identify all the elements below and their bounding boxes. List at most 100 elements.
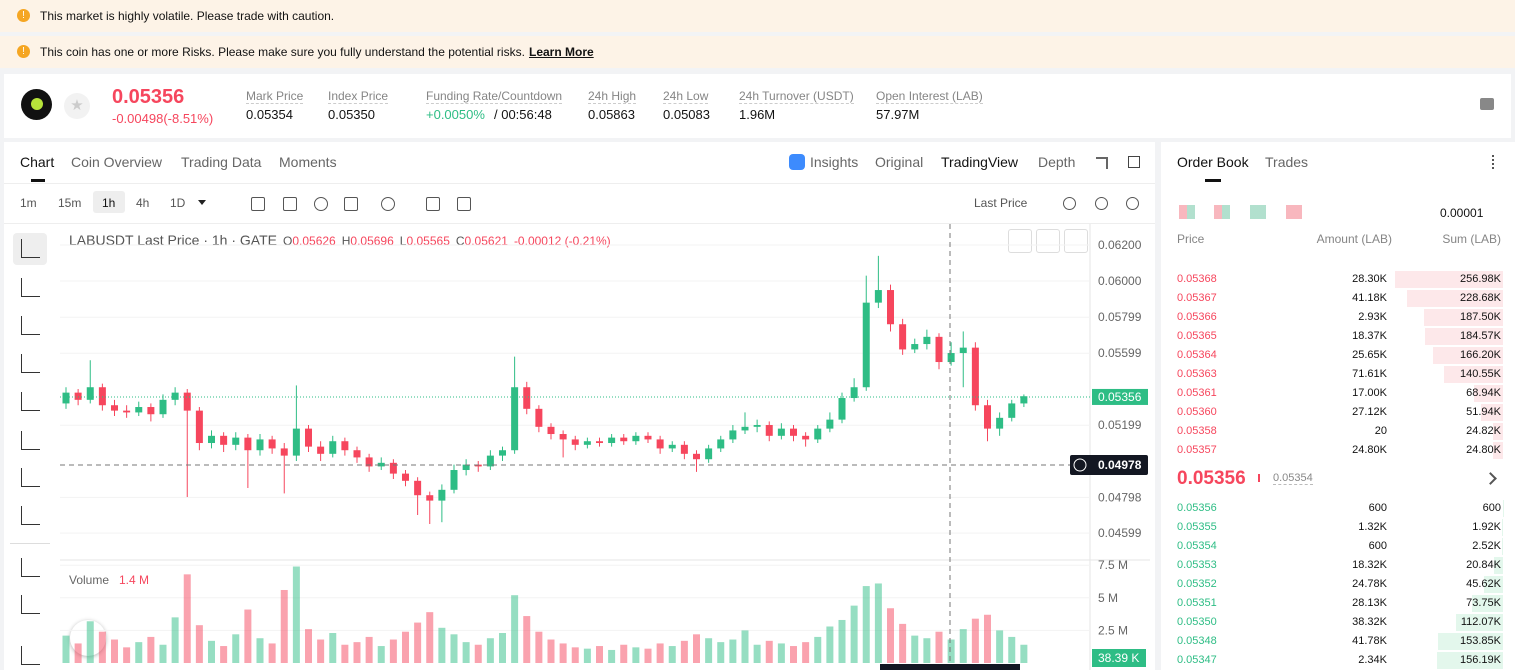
depth-bar xyxy=(1406,290,1503,307)
volume-bar xyxy=(971,618,979,663)
toolbar-icon[interactable] xyxy=(314,197,328,211)
stat-label: Open Interest (LAB) xyxy=(876,89,983,104)
chart-button[interactable] xyxy=(1036,229,1060,253)
view-tab[interactable]: Depth xyxy=(1038,154,1076,170)
view-tab[interactable]: TradingView xyxy=(941,154,1019,170)
ob-layout[interactable] xyxy=(1286,205,1302,219)
ob-col: Sum (LAB) xyxy=(1442,232,1501,246)
toolbar-icon[interactable] xyxy=(344,197,358,211)
stat-label: Funding Rate/Countdown xyxy=(426,89,563,104)
toolbar-icon[interactable] xyxy=(251,197,265,211)
interval[interactable]: 1m xyxy=(20,196,37,210)
crosshair-x-tag xyxy=(880,664,1020,670)
volume-bar xyxy=(511,595,519,663)
volume-bar xyxy=(887,608,894,663)
candle-body xyxy=(511,387,519,451)
volume-bar xyxy=(535,631,543,663)
y-tick-label: 0.06000 xyxy=(1098,274,1142,288)
volume-bar xyxy=(377,646,385,663)
ob-precision[interactable]: 0.00001 xyxy=(1440,206,1484,220)
volume-bar xyxy=(111,639,118,663)
price-type[interactable]: Last Price xyxy=(974,196,1028,210)
candle-body xyxy=(123,410,131,413)
toolbar-icon[interactable] xyxy=(457,197,471,211)
drawing-tool[interactable] xyxy=(21,392,40,411)
volume-bar xyxy=(753,644,761,663)
ob-price: 0.05366 xyxy=(1177,311,1217,323)
drawing-tool[interactable] xyxy=(21,558,40,577)
ob-price: 0.05363 xyxy=(1177,368,1217,380)
ob-mid-arrow xyxy=(1258,474,1260,482)
ohlc-item: C0.05621 xyxy=(456,234,508,248)
candle-body xyxy=(608,437,616,444)
candle-body xyxy=(389,462,397,474)
price: 0.05356 xyxy=(112,86,185,108)
interval[interactable]: 4h xyxy=(136,196,150,210)
view-tab[interactable]: Insights xyxy=(810,154,859,170)
ob-amount: 1.32K xyxy=(1358,521,1387,533)
ob-tab[interactable]: Order Book xyxy=(1177,154,1249,170)
drawing-tool[interactable] xyxy=(21,595,40,614)
ob-tab[interactable]: Trades xyxy=(1265,154,1309,170)
banner-text: This coin has one or more Risks. Please … xyxy=(40,45,525,59)
candle-body xyxy=(111,405,118,411)
volume-bar xyxy=(450,634,458,663)
ob-price: 0.05351 xyxy=(1177,597,1217,609)
chart-button[interactable] xyxy=(1008,229,1032,253)
drawing-tool[interactable] xyxy=(21,468,40,487)
volume-bar xyxy=(765,640,773,663)
volume-bar xyxy=(741,630,749,663)
order-book-panel xyxy=(1161,142,1515,670)
tab[interactable]: Trading Data xyxy=(181,154,262,170)
tab[interactable]: Chart xyxy=(20,154,55,170)
drawing-tool[interactable] xyxy=(21,278,40,297)
ob-layout[interactable] xyxy=(1250,205,1266,219)
interval[interactable]: 1h xyxy=(102,196,116,210)
candle-body xyxy=(195,410,203,444)
ob-price: 0.05356 xyxy=(1177,502,1217,514)
volume-bar xyxy=(98,631,106,663)
candle-body xyxy=(753,425,761,427)
toolbar-icon[interactable] xyxy=(381,197,395,211)
depth-bar xyxy=(1437,652,1503,669)
candle-body xyxy=(159,399,167,415)
drawing-tool[interactable] xyxy=(21,431,40,450)
candle-body xyxy=(256,439,264,451)
notes-icon[interactable] xyxy=(1480,98,1494,110)
candle-body xyxy=(984,405,991,429)
view-tab[interactable]: Original xyxy=(875,154,924,170)
volume-bar xyxy=(547,639,555,663)
volume-bar xyxy=(632,647,640,663)
drawing-tool[interactable] xyxy=(21,239,40,258)
depth-bar xyxy=(1483,576,1503,593)
candle-body xyxy=(365,457,373,467)
drawing-tool[interactable] xyxy=(21,506,40,525)
ohlc-item: L0.05565 xyxy=(400,234,450,248)
learn-more[interactable]: Learn More xyxy=(529,45,594,59)
toolbar-icon[interactable] xyxy=(1095,197,1108,210)
candle-body xyxy=(292,428,300,456)
tab[interactable]: Coin Overview xyxy=(71,154,163,170)
separator xyxy=(4,183,1155,184)
drawing-tool[interactable] xyxy=(21,646,40,665)
toolbar-icon[interactable] xyxy=(1126,197,1139,210)
depth-bar xyxy=(1502,519,1503,536)
volume-last: 1.4 M xyxy=(119,573,149,587)
interval[interactable]: 1D xyxy=(170,196,186,210)
toolbar-icon[interactable] xyxy=(283,197,297,211)
chart-button[interactable] xyxy=(1064,229,1088,253)
candle-body xyxy=(523,387,531,409)
toolbar-icon[interactable] xyxy=(426,197,440,211)
chart-panel xyxy=(4,142,1155,670)
volume-bar xyxy=(668,646,676,663)
interval[interactable]: 15m xyxy=(58,196,82,210)
candle-body xyxy=(244,437,252,451)
ob-layout[interactable] xyxy=(1179,205,1195,219)
drawing-tool[interactable] xyxy=(21,316,40,335)
tab[interactable]: Moments xyxy=(279,154,337,170)
toolbar-icon[interactable] xyxy=(1063,197,1076,210)
ob-amount: 24.78K xyxy=(1352,578,1387,590)
ob-layout[interactable] xyxy=(1214,205,1230,219)
favorite[interactable]: ★ xyxy=(64,93,90,119)
drawing-tool[interactable] xyxy=(21,354,40,373)
